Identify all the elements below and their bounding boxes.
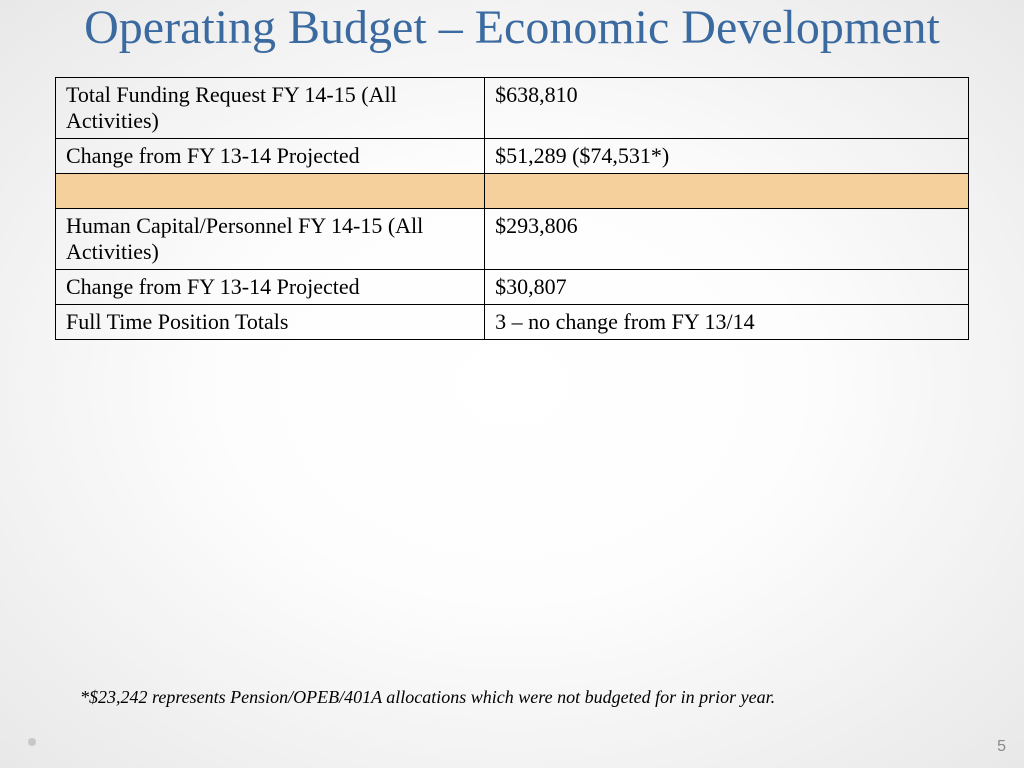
row-label: Full Time Position Totals [56,304,485,339]
slide-container: Operating Budget – Economic Development … [0,0,1024,768]
row-value: 3 – no change from FY 13/14 [485,304,969,339]
row-value: $638,810 [485,77,969,138]
row-value: $293,806 [485,208,969,269]
row-label: Human Capital/Personnel FY 14-15 (All Ac… [56,208,485,269]
table-row: Full Time Position Totals 3 – no change … [56,304,969,339]
table-row: Human Capital/Personnel FY 14-15 (All Ac… [56,208,969,269]
table-row: Change from FY 13-14 Projected $30,807 [56,269,969,304]
table-row-highlight [56,173,969,208]
slide-title: Operating Budget – Economic Development [55,0,969,55]
row-label: Change from FY 13-14 Projected [56,138,485,173]
table-row: Total Funding Request FY 14-15 (All Acti… [56,77,969,138]
row-value [485,173,969,208]
row-value: $30,807 [485,269,969,304]
footnote-text: *$23,242 represents Pension/OPEB/401A al… [80,687,775,708]
page-number: 5 [997,738,1006,756]
row-value: $51,289 ($74,531*) [485,138,969,173]
table-row: Change from FY 13-14 Projected $51,289 (… [56,138,969,173]
row-label [56,173,485,208]
decorative-dot-icon [28,738,36,746]
budget-table: Total Funding Request FY 14-15 (All Acti… [55,77,969,340]
row-label: Change from FY 13-14 Projected [56,269,485,304]
row-label: Total Funding Request FY 14-15 (All Acti… [56,77,485,138]
